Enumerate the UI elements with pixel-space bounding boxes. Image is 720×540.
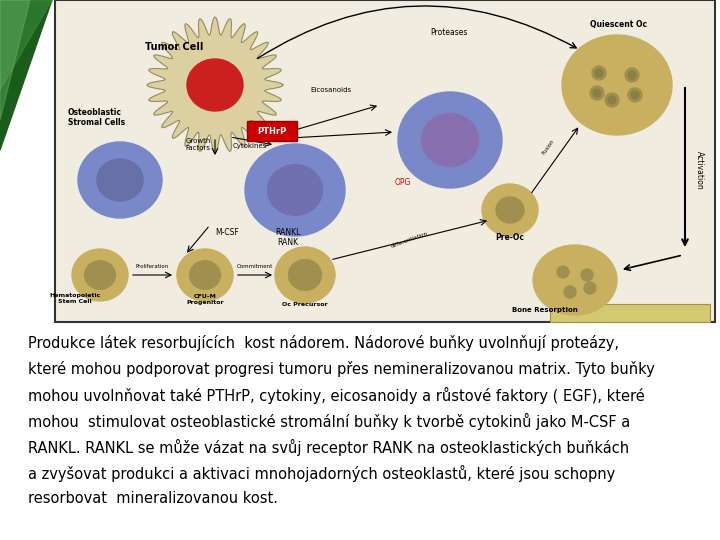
Ellipse shape — [275, 247, 335, 303]
Text: mohou  stimulovat osteoblastické stromální buňky k tvorbě cytokinů jako M-CSF a: mohou stimulovat osteoblastické stromáln… — [28, 413, 630, 430]
Text: Fusion: Fusion — [541, 139, 555, 156]
Ellipse shape — [496, 197, 524, 223]
Circle shape — [628, 71, 636, 79]
Circle shape — [557, 266, 569, 278]
Circle shape — [608, 96, 616, 104]
Text: differentiation: differentiation — [391, 231, 429, 249]
Ellipse shape — [78, 142, 162, 218]
Text: mohou uvolnňovat také PTHrP, cytokiny, eicosanoidy a růstové faktory ( EGF), kte: mohou uvolnňovat také PTHrP, cytokiny, e… — [28, 387, 644, 404]
Ellipse shape — [72, 249, 128, 301]
Ellipse shape — [177, 249, 233, 301]
Ellipse shape — [398, 92, 502, 188]
Circle shape — [584, 282, 596, 294]
Text: PTHrP: PTHrP — [257, 126, 287, 136]
Text: Proliferation: Proliferation — [135, 264, 168, 269]
Ellipse shape — [189, 261, 220, 289]
Text: Proteases: Proteases — [430, 28, 467, 37]
Circle shape — [593, 89, 601, 97]
Ellipse shape — [268, 165, 323, 215]
Text: RANKL. RANKL se může vázat na svůj receptor RANK na osteoklastických buňkách: RANKL. RANKL se může vázat na svůj recep… — [28, 439, 629, 456]
Text: OPG: OPG — [395, 178, 411, 187]
Ellipse shape — [562, 35, 672, 135]
Text: Eicosanoids: Eicosanoids — [310, 87, 351, 93]
Circle shape — [590, 86, 604, 100]
Text: a zvyšovat produkci a aktivaci mnohojadorných osteoklastů, které jsou schopny: a zvyšovat produkci a aktivaci mnohojado… — [28, 465, 616, 482]
Text: M-CSF: M-CSF — [215, 228, 239, 237]
Ellipse shape — [187, 59, 243, 111]
Text: Growth
Factors: Growth Factors — [185, 138, 211, 151]
Circle shape — [625, 68, 639, 82]
Circle shape — [631, 91, 639, 99]
Ellipse shape — [85, 261, 115, 289]
Text: Pre-Oc: Pre-Oc — [495, 233, 524, 242]
Text: které mohou podporovat progresi tumoru přes nemineralizovanou matrix. Tyto buňky: které mohou podporovat progresi tumoru p… — [28, 361, 655, 377]
Bar — [550, 304, 710, 322]
Text: Cytokines: Cytokines — [233, 143, 267, 149]
Polygon shape — [147, 17, 283, 153]
Text: Commitment: Commitment — [237, 264, 273, 269]
FancyBboxPatch shape — [247, 121, 297, 141]
Circle shape — [628, 88, 642, 102]
Circle shape — [581, 269, 593, 281]
Text: Bone Resorption: Bone Resorption — [512, 307, 578, 313]
Text: Osteoblastic
Stromal Cells: Osteoblastic Stromal Cells — [68, 107, 125, 127]
Ellipse shape — [533, 245, 617, 315]
Ellipse shape — [421, 113, 479, 166]
Ellipse shape — [289, 260, 322, 291]
Text: Hematopoietic
Stem Cell: Hematopoietic Stem Cell — [49, 293, 101, 304]
Ellipse shape — [482, 184, 538, 236]
Text: Oc Precursor: Oc Precursor — [282, 302, 328, 307]
Text: Quiescent Oc: Quiescent Oc — [590, 20, 647, 29]
Circle shape — [605, 93, 619, 107]
Circle shape — [592, 66, 606, 80]
Text: CFU-M
Progenitor: CFU-M Progenitor — [186, 294, 224, 305]
Text: Activation: Activation — [695, 151, 704, 190]
Bar — [55, 0, 715, 322]
Text: resorbovat  mineralizovanou kost.: resorbovat mineralizovanou kost. — [28, 491, 278, 506]
Text: Tumor Cell: Tumor Cell — [145, 42, 203, 52]
Polygon shape — [0, 0, 52, 90]
Text: RANKL
RANK: RANKL RANK — [275, 227, 301, 247]
Circle shape — [595, 69, 603, 77]
Polygon shape — [0, 0, 52, 150]
Text: Produkce látek resorbujících  kost nádorem. Nádorové buňky uvolnňují proteázy,: Produkce látek resorbujících kost nádore… — [28, 335, 619, 351]
Polygon shape — [0, 0, 30, 120]
Ellipse shape — [97, 159, 143, 201]
Circle shape — [564, 286, 576, 298]
Ellipse shape — [245, 144, 345, 236]
